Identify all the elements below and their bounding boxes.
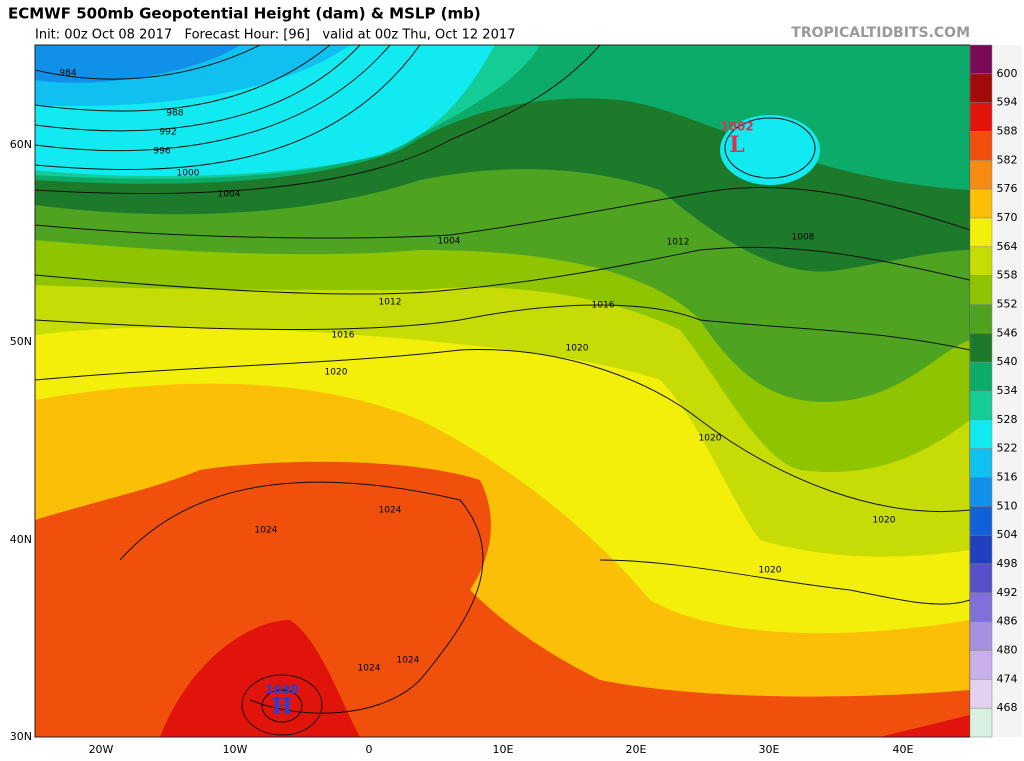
isobar-label: 1016 xyxy=(332,331,355,341)
color-box xyxy=(969,131,993,161)
isobar-label: 984 xyxy=(59,69,76,79)
isobar-label: 988 xyxy=(166,109,183,119)
lat-label: 50N xyxy=(10,335,32,348)
colorbar-label: 546 xyxy=(997,326,1018,339)
isobar-label: 1000 xyxy=(177,169,200,179)
colorbar-background xyxy=(992,45,1022,737)
color-box xyxy=(969,650,993,680)
color-box xyxy=(969,333,993,363)
colorbar-label: 570 xyxy=(997,211,1018,224)
lat-label: 30N xyxy=(10,730,32,743)
colorbar-label: 540 xyxy=(997,355,1018,368)
color-box xyxy=(969,506,993,536)
lat-label: 40N xyxy=(10,533,32,546)
center-letter: H xyxy=(272,694,293,720)
color-box xyxy=(969,304,993,334)
colorbar-label: 534 xyxy=(997,384,1018,397)
map xyxy=(35,45,970,737)
colorbar-label: 492 xyxy=(997,586,1018,599)
colorbar-label: 594 xyxy=(997,96,1018,109)
colorbar-label: 468 xyxy=(997,701,1018,714)
isobar-label: 1024 xyxy=(358,664,381,674)
color-box xyxy=(969,102,993,132)
isobar-label: 1012 xyxy=(667,238,690,248)
colorbar-label: 600 xyxy=(997,67,1018,80)
color-box xyxy=(969,563,993,594)
colorbar-label: 516 xyxy=(997,471,1018,484)
isobar-label: 1024 xyxy=(397,656,420,666)
color-box xyxy=(969,448,993,478)
isobar-label: 1016 xyxy=(592,301,615,311)
source: TROPICALTIDBITS.COM xyxy=(791,25,970,41)
isobar-label: 992 xyxy=(159,128,176,138)
lon-label: 10W xyxy=(223,743,248,756)
colorbar-label: 558 xyxy=(997,269,1018,282)
lon-label: 20W xyxy=(89,743,114,756)
colorbar-label: 588 xyxy=(997,125,1018,138)
band xyxy=(720,115,820,185)
color-box xyxy=(969,73,993,103)
colorbar-label: 486 xyxy=(997,615,1018,628)
subtitle: Init: 00z Oct 08 2017 Forecast Hour: [96… xyxy=(35,28,515,43)
isobar-label: 1012 xyxy=(379,298,402,308)
colorbar-label: 510 xyxy=(997,499,1018,512)
isobar-label: 1004 xyxy=(438,237,461,247)
color-box xyxy=(969,679,993,709)
color-box xyxy=(969,44,993,75)
color-box xyxy=(969,534,993,565)
band xyxy=(880,715,970,737)
isobar-label: 1008 xyxy=(792,233,815,243)
center-value: 1002 xyxy=(720,120,753,134)
colorbar-label: 498 xyxy=(997,557,1018,570)
isobar-label: 1020 xyxy=(759,566,782,576)
isobar-label: 1020 xyxy=(566,344,589,354)
color-box xyxy=(969,707,993,738)
color-box xyxy=(969,621,993,651)
color-box xyxy=(969,160,993,190)
colorbar-label: 522 xyxy=(997,442,1018,455)
color-box xyxy=(969,477,993,507)
colorbar-label: 552 xyxy=(997,298,1018,311)
color-box xyxy=(969,592,993,622)
lon-label: 20E xyxy=(626,743,647,756)
lon-label: 0 xyxy=(366,743,373,756)
lon-label: 10E xyxy=(493,743,514,756)
center-value: 1030 xyxy=(265,683,298,697)
color-box xyxy=(969,419,993,449)
colorbar-label: 480 xyxy=(997,644,1018,657)
lat-label: 60N xyxy=(10,138,32,151)
isobars xyxy=(35,45,970,736)
isobar-label: 1020 xyxy=(873,516,896,526)
colorbar-label: 564 xyxy=(997,240,1018,253)
colorbar-label: 504 xyxy=(997,528,1018,541)
lon-label: 40E xyxy=(893,743,914,756)
color-box xyxy=(969,217,993,248)
band xyxy=(35,45,240,83)
colorbar-label: 576 xyxy=(997,182,1018,195)
color-box xyxy=(969,390,993,421)
isobar-label: 996 xyxy=(153,147,170,157)
isobar-label: 1004 xyxy=(218,190,241,200)
color-box xyxy=(969,361,993,392)
colorbar-label: 528 xyxy=(997,413,1018,426)
color-box xyxy=(969,246,993,276)
title: ECMWF 500mb Geopotential Height (dam) & … xyxy=(8,5,481,23)
band xyxy=(160,620,360,737)
isobar-label: 1024 xyxy=(255,526,278,536)
center-letter: L xyxy=(729,132,744,158)
isobar-label: 1020 xyxy=(325,368,348,378)
colorbar-label: 582 xyxy=(997,153,1018,166)
colorbar-label: 474 xyxy=(997,672,1018,685)
color-box xyxy=(969,188,993,219)
color-box xyxy=(969,275,993,305)
lon-label: 30E xyxy=(759,743,780,756)
isobar-label: 1024 xyxy=(379,506,402,516)
isobar-label: 1020 xyxy=(699,434,722,444)
